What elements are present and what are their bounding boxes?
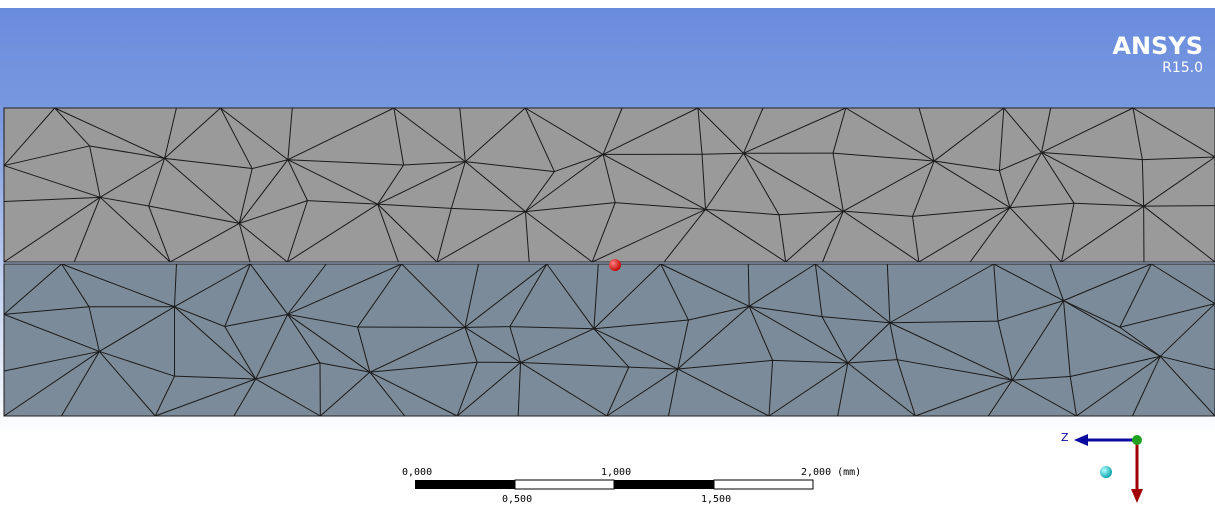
probe-point bbox=[609, 259, 621, 271]
scale-segment bbox=[714, 480, 813, 489]
top-strip bbox=[0, 0, 1215, 8]
mesh-edge bbox=[1144, 206, 1215, 207]
body-top bbox=[4, 108, 1215, 262]
mesh-edge bbox=[465, 327, 510, 328]
scale-segment bbox=[515, 480, 614, 489]
logo-version: R15.0 bbox=[1162, 60, 1203, 76]
logo-brand: ANSYS bbox=[1112, 32, 1203, 60]
scale-label: 2,000 (mm) bbox=[801, 467, 861, 478]
iso-ball bbox=[1100, 466, 1112, 478]
x-axis-dot bbox=[1132, 435, 1142, 445]
scale-label: 0,500 bbox=[502, 494, 532, 505]
axis-label: Z bbox=[1061, 431, 1069, 444]
scale-label: 0,000 bbox=[402, 467, 432, 478]
scale-segment bbox=[415, 480, 515, 489]
scale-label: 1,500 bbox=[701, 494, 731, 505]
scale-segment bbox=[614, 480, 714, 489]
body-bottom bbox=[4, 264, 1215, 416]
scale-label: 1,000 bbox=[601, 467, 631, 478]
viewport: ANSYS R15.0 0,000 1,000 2,000 (mm) 0,500… bbox=[0, 0, 1215, 510]
